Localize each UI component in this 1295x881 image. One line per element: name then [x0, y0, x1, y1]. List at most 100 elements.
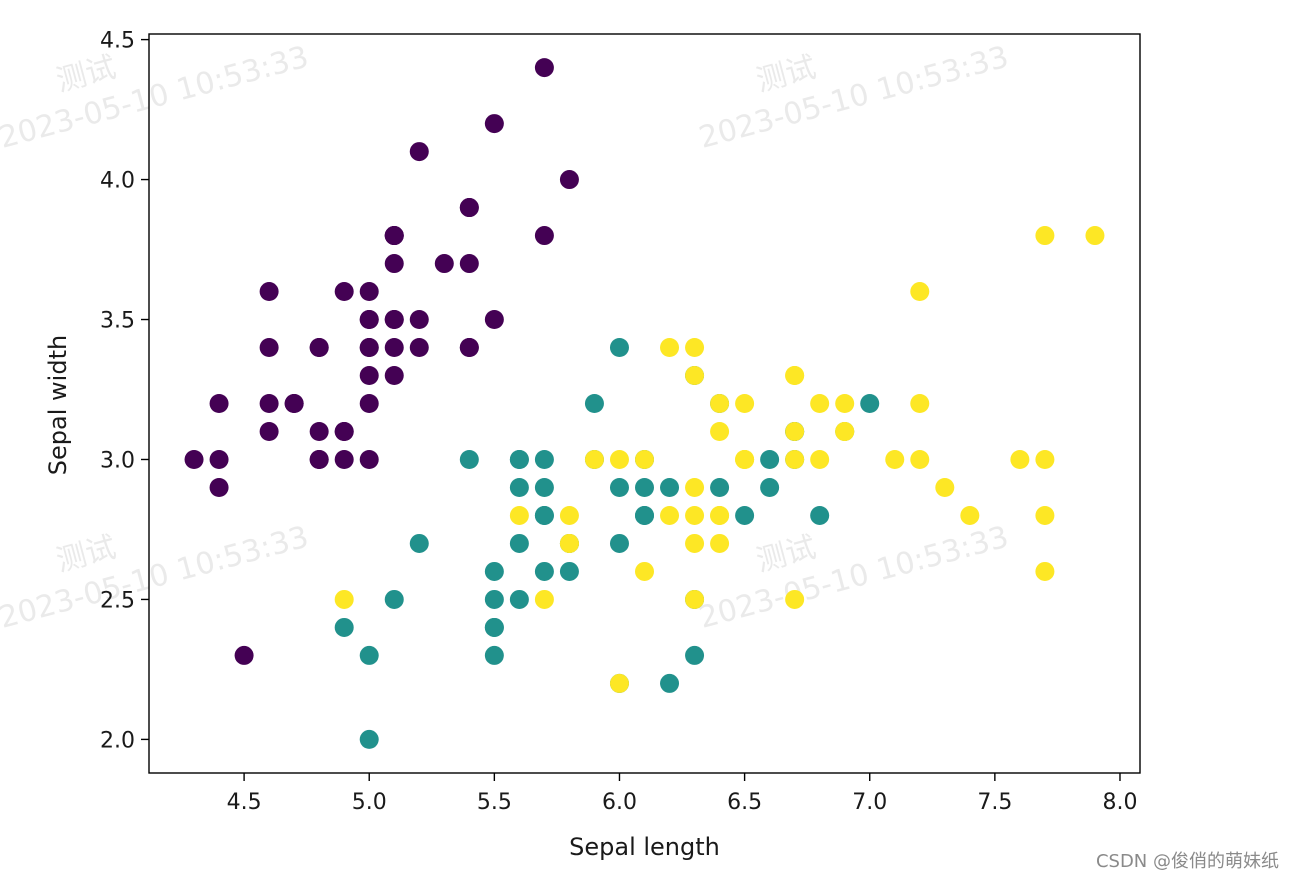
data-point — [785, 449, 805, 469]
data-point — [384, 310, 404, 330]
data-point — [559, 561, 579, 581]
x-tick-label: 5.0 — [352, 790, 387, 815]
watermark-timestamp: 2023-05-10 10:53:33 — [0, 40, 312, 156]
data-point — [259, 338, 279, 358]
x-tick-label: 5.5 — [477, 790, 512, 815]
data-point — [209, 449, 229, 469]
watermark-timestamp: 2023-05-10 10:53:33 — [695, 520, 1012, 636]
data-point — [584, 449, 604, 469]
data-point — [685, 533, 705, 553]
data-point — [785, 421, 805, 441]
data-point — [334, 421, 354, 441]
data-point — [384, 226, 404, 246]
data-point — [710, 505, 730, 525]
data-point — [459, 254, 479, 274]
data-point — [384, 254, 404, 274]
data-point — [910, 282, 930, 302]
data-point — [660, 505, 680, 525]
data-point — [609, 338, 629, 358]
data-point — [459, 449, 479, 469]
data-point — [409, 310, 429, 330]
data-point — [309, 421, 329, 441]
data-point — [384, 338, 404, 358]
y-tick-label: 4.5 — [100, 29, 135, 54]
data-point — [534, 449, 554, 469]
data-point — [1035, 561, 1055, 581]
data-point — [760, 449, 780, 469]
data-point — [259, 421, 279, 441]
data-point — [735, 449, 755, 469]
data-point — [484, 114, 504, 134]
data-point — [960, 505, 980, 525]
y-tick-label: 2.5 — [100, 588, 135, 613]
data-point — [559, 533, 579, 553]
data-point — [234, 645, 254, 665]
data-point — [534, 561, 554, 581]
data-point — [785, 366, 805, 386]
data-point — [534, 589, 554, 609]
plot-frame — [148, 33, 1141, 774]
x-tick-label: 7.5 — [977, 790, 1012, 815]
data-point — [835, 421, 855, 441]
data-point — [810, 449, 830, 469]
data-point — [484, 310, 504, 330]
data-point — [284, 394, 304, 413]
x-tick-label: 4.5 — [227, 790, 262, 815]
watermark-timestamp: 2023-05-10 10:53:33 — [695, 40, 1012, 156]
data-point — [259, 394, 279, 413]
data-point — [184, 449, 204, 469]
data-point — [209, 477, 229, 497]
scatter-points — [184, 58, 1105, 749]
data-point — [710, 421, 730, 441]
data-point — [534, 58, 554, 78]
x-axis-ticks: 4.5 5.0 5.5 6.0 6.5 7.0 7.5 8.0 — [227, 773, 1137, 815]
y-axis-label: Sepal width — [44, 335, 72, 475]
data-point — [810, 505, 830, 525]
data-point — [685, 589, 705, 609]
data-point — [810, 394, 830, 413]
x-tick-label: 8.0 — [1102, 790, 1137, 815]
data-point — [735, 394, 755, 413]
data-point — [635, 477, 654, 497]
data-point — [685, 477, 705, 497]
data-point — [1035, 505, 1055, 525]
data-point — [609, 477, 629, 497]
data-point — [484, 561, 504, 581]
data-point — [710, 394, 730, 413]
data-point — [534, 505, 554, 525]
data-point — [635, 561, 654, 581]
data-point — [1035, 226, 1055, 246]
data-point — [359, 282, 379, 302]
data-point — [409, 533, 429, 553]
data-point — [484, 589, 504, 609]
data-point — [910, 449, 930, 469]
data-point — [509, 533, 529, 553]
data-point — [760, 477, 780, 497]
data-point — [609, 449, 629, 469]
data-point — [459, 198, 479, 218]
data-point — [434, 254, 454, 274]
data-point — [509, 477, 529, 497]
data-point — [534, 226, 554, 246]
data-point — [309, 338, 329, 358]
data-point — [334, 282, 354, 302]
data-point — [484, 617, 504, 637]
y-tick-label: 3.0 — [100, 448, 135, 473]
data-point — [785, 589, 805, 609]
data-point — [685, 645, 705, 665]
data-point — [334, 449, 354, 469]
data-point — [835, 394, 855, 413]
data-point — [735, 505, 755, 525]
data-point — [660, 673, 680, 693]
data-point — [685, 338, 705, 358]
data-point — [509, 589, 529, 609]
data-point — [1010, 449, 1030, 469]
data-point — [1085, 226, 1105, 246]
data-point — [359, 338, 379, 358]
data-point — [259, 282, 279, 302]
data-point — [584, 394, 604, 413]
data-point — [359, 310, 379, 330]
